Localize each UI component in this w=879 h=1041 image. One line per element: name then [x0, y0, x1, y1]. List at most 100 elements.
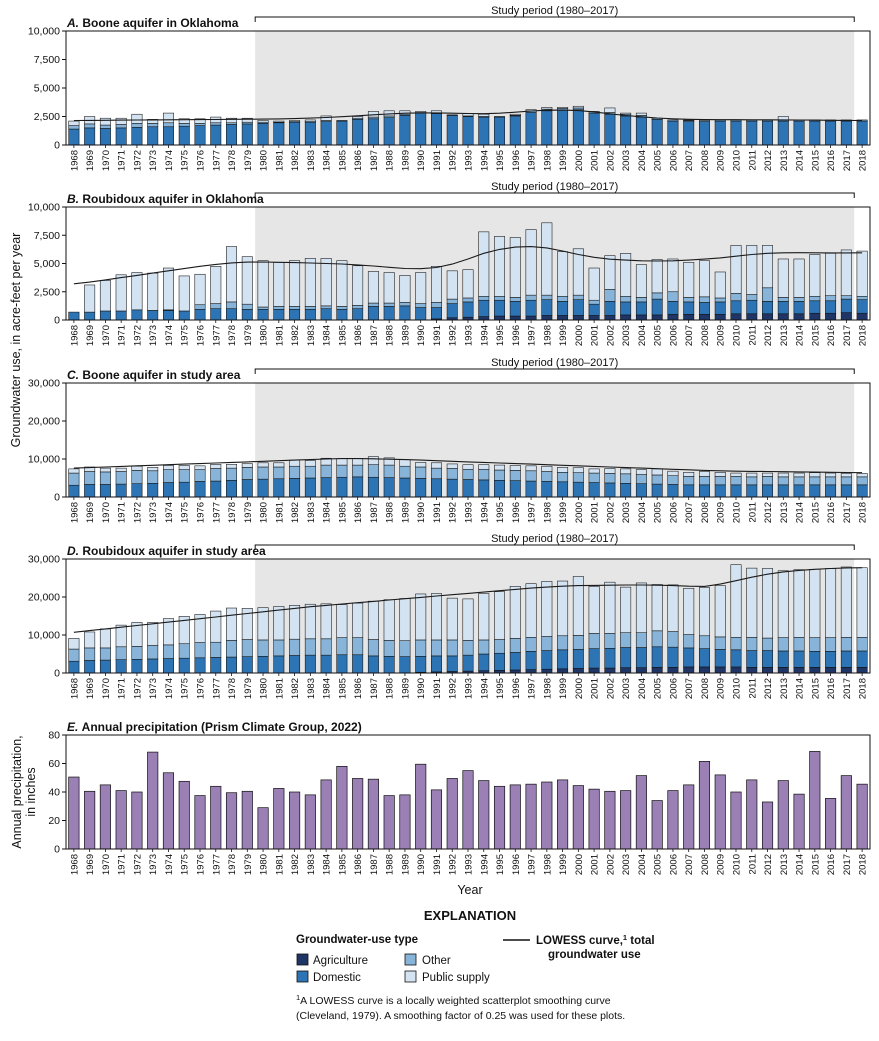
x-tick-label: 2002: [605, 150, 616, 171]
bar-segment-agriculture: [525, 669, 537, 674]
bar-segment-domestic: [509, 115, 521, 146]
legend-label-public-supply: Public supply: [422, 972, 490, 984]
bar-segment-public-supply: [210, 266, 222, 304]
bar-segment-domestic: [289, 121, 301, 146]
x-tick-label: 2000: [574, 854, 585, 875]
bar-segment-other: [509, 638, 521, 653]
x-tick-label: 1981: [274, 678, 285, 699]
y-tick-label: 7,500: [34, 230, 60, 242]
bar-segment-public-supply: [289, 459, 301, 467]
bar-segment-public-supply: [99, 628, 111, 649]
bar-segment-other: [588, 472, 600, 483]
x-tick-label: 1992: [448, 150, 459, 171]
bar-segment-domestic: [494, 299, 506, 317]
bar-segment-domestic: [762, 484, 774, 498]
bar-segment-public-supply: [541, 107, 553, 110]
x-tick-label: 2015: [810, 678, 821, 699]
x-tick-label: 2009: [716, 678, 727, 699]
bar-segment-domestic: [746, 650, 758, 668]
bar-segment-public-supply: [762, 472, 774, 477]
bar-segment-public-supply: [651, 468, 663, 476]
bar-segment-public-supply: [509, 465, 521, 471]
x-tick-label: 1969: [85, 502, 96, 523]
precipitation-bar: [241, 790, 253, 850]
x-tick-label: 2006: [668, 678, 679, 699]
bar-segment-domestic: [572, 649, 584, 669]
bar-segment-domestic: [635, 483, 647, 498]
bar-segment-public-supply: [162, 267, 174, 311]
bar-segment-domestic: [84, 127, 96, 146]
bar-segment-other: [194, 304, 206, 310]
x-tick-label: 2006: [668, 150, 679, 171]
bar-segment-public-supply: [430, 593, 442, 641]
x-tick-label: 1989: [400, 678, 411, 699]
x-tick-label: 2001: [590, 854, 601, 875]
bar-segment-agriculture: [746, 667, 758, 674]
x-tick-label: 2017: [842, 854, 853, 875]
bar-segment-other: [162, 469, 174, 483]
x-tick-label: 1979: [243, 854, 254, 875]
bar-segment-domestic: [651, 119, 663, 146]
bar-segment-domestic: [383, 656, 395, 674]
study-period-bracket: [254, 16, 855, 22]
x-tick-label: 1993: [464, 502, 475, 523]
x-tick-label: 2009: [716, 150, 727, 171]
bar-segment-public-supply: [147, 622, 159, 646]
x-tick-label: 1993: [464, 325, 475, 346]
plot-frame: [65, 30, 871, 146]
panel-title: D. Roubidoux aquifer in study area: [67, 544, 266, 558]
x-tick-label: 1985: [337, 678, 348, 699]
bar-segment-domestic: [131, 309, 143, 321]
x-tick-label: 1985: [337, 854, 348, 875]
x-tick-label: 1999: [558, 854, 569, 875]
bar-segment-public-supply: [698, 471, 710, 477]
bar-segment-other: [730, 476, 742, 486]
study-period-label: Study period (1980–2017): [491, 181, 618, 193]
bar-segment-public-supply: [115, 467, 127, 472]
bar-segment-other: [367, 639, 379, 657]
bar-segment-domestic: [572, 299, 584, 316]
bar-segment-other: [462, 297, 474, 303]
x-tick-label: 1970: [101, 502, 112, 523]
bar-segment-public-supply: [462, 269, 474, 299]
bar-segment-domestic: [84, 484, 96, 498]
x-tick-label: 1976: [196, 678, 207, 699]
bar-segment-domestic: [635, 116, 647, 146]
precipitation-bar: [620, 790, 632, 850]
bar-segment-domestic: [809, 120, 821, 146]
precipitation-bar: [257, 807, 269, 850]
bar-segment-agriculture: [809, 667, 821, 674]
bar-segment-public-supply: [147, 272, 159, 311]
bar-segment-public-supply: [667, 584, 679, 632]
bar-segment-domestic: [430, 113, 442, 146]
bar-segment-other: [809, 476, 821, 486]
bar-segment-public-supply: [777, 570, 789, 638]
x-tick-label: 2009: [716, 854, 727, 875]
bar-segment-public-supply: [714, 472, 726, 477]
bar-segment-public-supply: [478, 464, 490, 470]
bar-segment-other: [557, 472, 569, 483]
bar-segment-other: [320, 464, 332, 478]
bar-segment-other: [683, 476, 695, 486]
precipitation-bar: [541, 781, 553, 850]
bar-segment-other: [509, 297, 521, 302]
x-tick-label: 2014: [795, 678, 806, 699]
x-tick-label: 2007: [684, 150, 695, 171]
bar-segment-domestic: [509, 480, 521, 498]
bar-segment-public-supply: [226, 246, 238, 303]
precipitation-bar: [99, 784, 111, 850]
precipitation-bar: [730, 791, 742, 850]
bar-segment-public-supply: [162, 618, 174, 646]
bar-segment-domestic: [825, 300, 837, 314]
precipitation-bar: [825, 798, 837, 850]
bar-segment-public-supply: [762, 245, 774, 289]
x-tick-label: 1972: [132, 150, 143, 171]
x-tick-label: 1981: [274, 325, 285, 346]
precipitation-bar: [115, 790, 127, 850]
bar-segment-domestic: [226, 124, 238, 146]
footnote: 1A LOWESS curve is a locally weighted sc…: [296, 993, 625, 1022]
legend-lowess-label-line2: groundwater use: [548, 949, 641, 961]
x-tick-label: 2010: [732, 678, 743, 699]
panel-a: Study period (1980–2017) 0 2,500 5,000 7,500…: [28, 5, 871, 171]
bar-segment-domestic: [289, 655, 301, 674]
